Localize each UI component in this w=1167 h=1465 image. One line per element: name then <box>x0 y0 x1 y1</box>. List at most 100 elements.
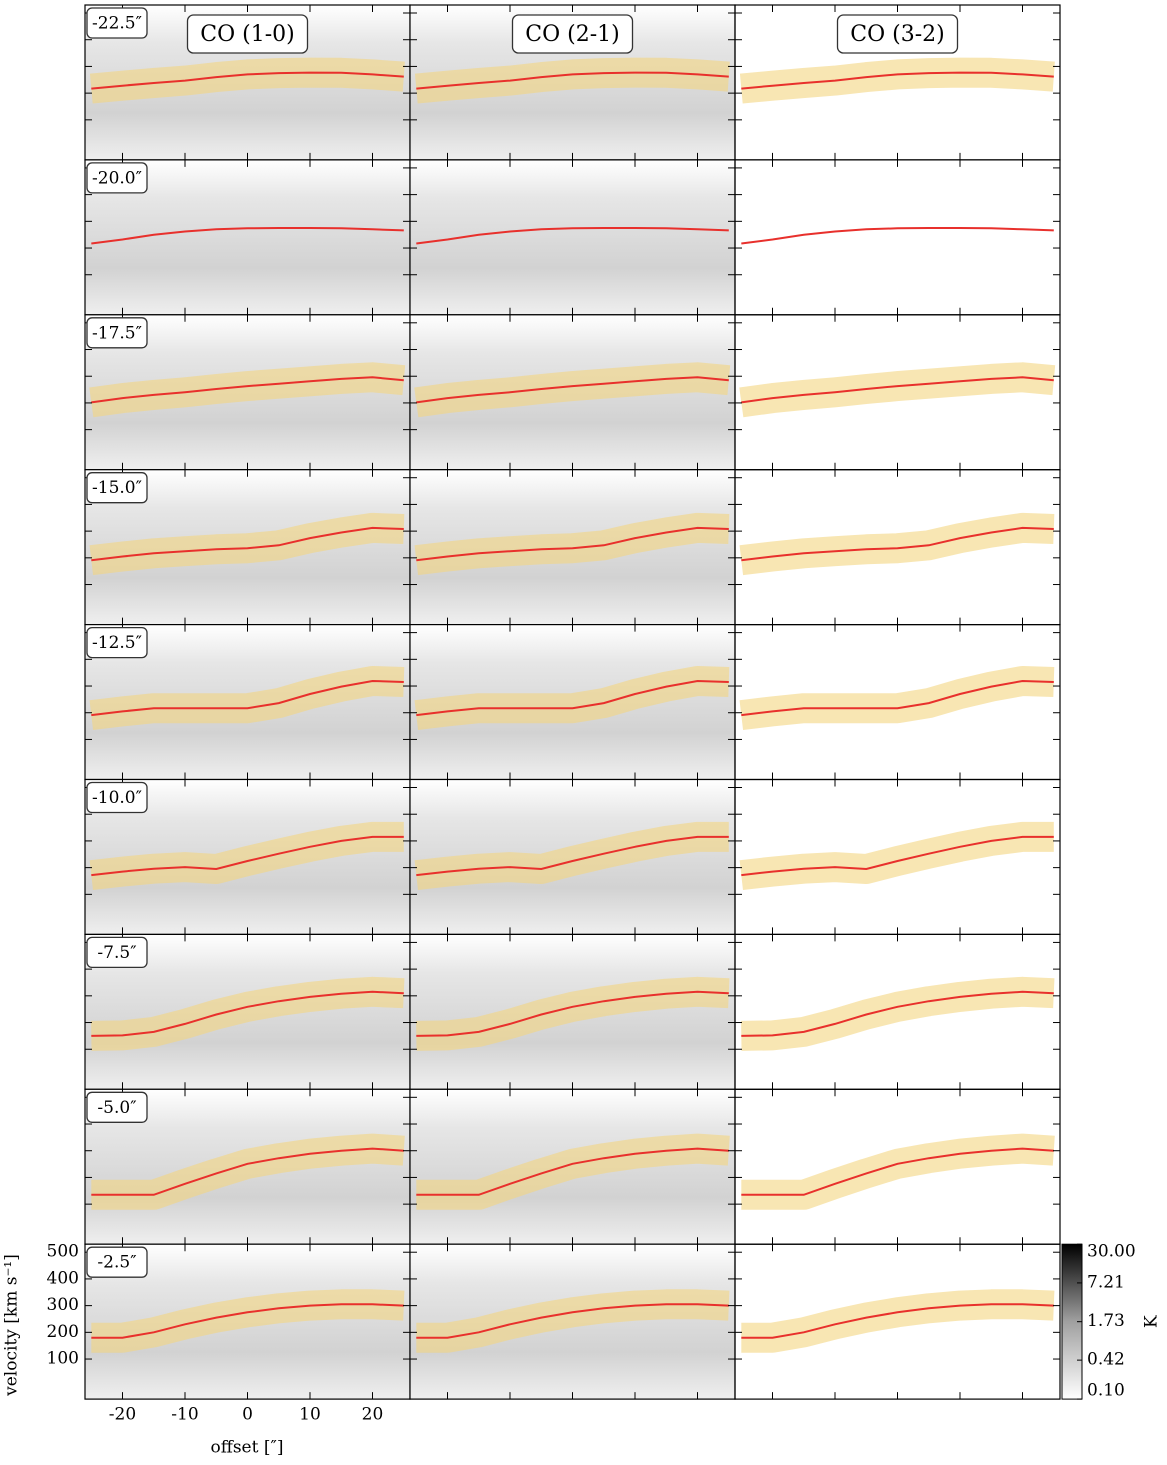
velocity-band <box>739 362 1056 418</box>
column-title: CO (2-1) <box>525 22 619 47</box>
column-title-box <box>186 14 309 54</box>
row-label: -17.5″ <box>92 323 142 343</box>
column-title: CO (1-0) <box>200 22 294 47</box>
x-axis-label: offset [″] <box>211 1438 284 1458</box>
velocity-band <box>741 1289 1055 1353</box>
panel <box>741 1289 1055 1353</box>
velocity-band <box>741 1133 1055 1210</box>
column-title-box <box>836 14 959 54</box>
rotation-curve <box>416 71 729 90</box>
colorbar-tick-label: 0.42 <box>1087 1350 1125 1370</box>
rotation-curve <box>91 835 404 877</box>
row-label: -5.0″ <box>97 1098 136 1118</box>
rotation-curve <box>416 376 729 404</box>
y-tick-label: 100 <box>47 1349 79 1369</box>
rotation-curve <box>741 1303 1054 1339</box>
row-label-box <box>86 162 148 194</box>
panel <box>416 1289 730 1353</box>
panel <box>414 512 730 576</box>
rotation-curve <box>741 526 1054 562</box>
velocity-band <box>741 976 1055 1051</box>
rotation-curve <box>91 679 404 717</box>
column-title: CO (3-2) <box>850 22 944 47</box>
panel <box>414 666 730 730</box>
colorbar-label: K <box>1142 1315 1162 1328</box>
rotation-curve <box>416 1303 729 1339</box>
rotation-curve <box>91 227 404 245</box>
panel <box>416 227 729 245</box>
panel <box>91 1133 405 1210</box>
row-label: -15.0″ <box>92 478 142 498</box>
row-label-box <box>86 1091 148 1123</box>
panel <box>89 57 405 104</box>
panel <box>741 976 1055 1051</box>
panel <box>414 362 731 418</box>
rotation-curve <box>91 1147 404 1196</box>
row-label-box <box>86 472 148 504</box>
rotation-curve <box>741 1147 1054 1196</box>
row-label-box <box>86 7 148 39</box>
panel <box>741 227 1054 245</box>
row-label: -20.0″ <box>92 168 142 188</box>
panel <box>739 362 1056 418</box>
column-title-box <box>511 14 634 54</box>
y-axis-label: velocity [km s⁻¹] <box>2 1254 22 1397</box>
rotation-curve <box>741 990 1054 1037</box>
x-tick-label: -20 <box>109 1405 136 1425</box>
row-label: -22.5″ <box>92 14 142 34</box>
panel <box>91 1289 405 1353</box>
rotation-curve <box>741 227 1054 245</box>
rotation-curve <box>416 526 729 562</box>
panel <box>741 1133 1055 1210</box>
panel <box>414 57 730 104</box>
row-label: -7.5″ <box>97 943 136 963</box>
rotation-curve <box>416 679 729 717</box>
rotation-curve <box>741 71 1054 90</box>
rotation-curve <box>741 679 1054 717</box>
rotation-curve <box>91 376 404 404</box>
panel <box>416 1133 730 1210</box>
rotation-curve <box>416 1147 729 1196</box>
y-tick-label: 300 <box>47 1295 79 1315</box>
row-label-box <box>86 936 148 969</box>
rotation-curve <box>741 835 1054 877</box>
y-tick-label: 400 <box>47 1268 79 1288</box>
rotation-curve <box>91 71 404 90</box>
y-tick-label: 500 <box>47 1242 79 1262</box>
panel <box>739 666 1055 730</box>
panel <box>416 976 730 1051</box>
panel <box>739 512 1055 576</box>
panel <box>89 362 406 418</box>
row-label: -10.0″ <box>92 788 142 808</box>
rotation-curve <box>741 376 1054 404</box>
row-label: -12.5″ <box>92 633 142 653</box>
row-label-box <box>86 317 148 349</box>
y-tick-label: 200 <box>47 1322 79 1342</box>
rotation-curve <box>416 990 729 1037</box>
panel <box>89 512 405 576</box>
panel <box>739 821 1054 891</box>
rotation-curve <box>416 835 729 877</box>
rotation-curve <box>416 227 729 245</box>
x-tick-label: -10 <box>171 1405 198 1425</box>
colorbar-tick-label: 0.10 <box>1087 1381 1125 1401</box>
rotation-curve <box>91 990 404 1037</box>
row-label: -2.5″ <box>97 1253 136 1273</box>
panel <box>91 227 404 245</box>
row-label-box <box>86 781 148 814</box>
rotation-curve <box>91 1303 404 1339</box>
x-tick-label: 20 <box>362 1405 384 1425</box>
colorbar-tick-label: 30.00 <box>1087 1242 1136 1262</box>
row-label-box <box>86 1246 148 1278</box>
x-tick-label: 10 <box>299 1405 321 1425</box>
colorbar-tick-label: 1.73 <box>1087 1311 1125 1331</box>
panel <box>89 666 405 730</box>
panel <box>89 821 404 891</box>
colorbar-tick-label: 7.21 <box>1087 1272 1125 1292</box>
x-tick-label: 0 <box>242 1405 253 1425</box>
panel <box>414 821 729 891</box>
rotation-curve <box>91 526 404 562</box>
panel <box>91 976 405 1051</box>
